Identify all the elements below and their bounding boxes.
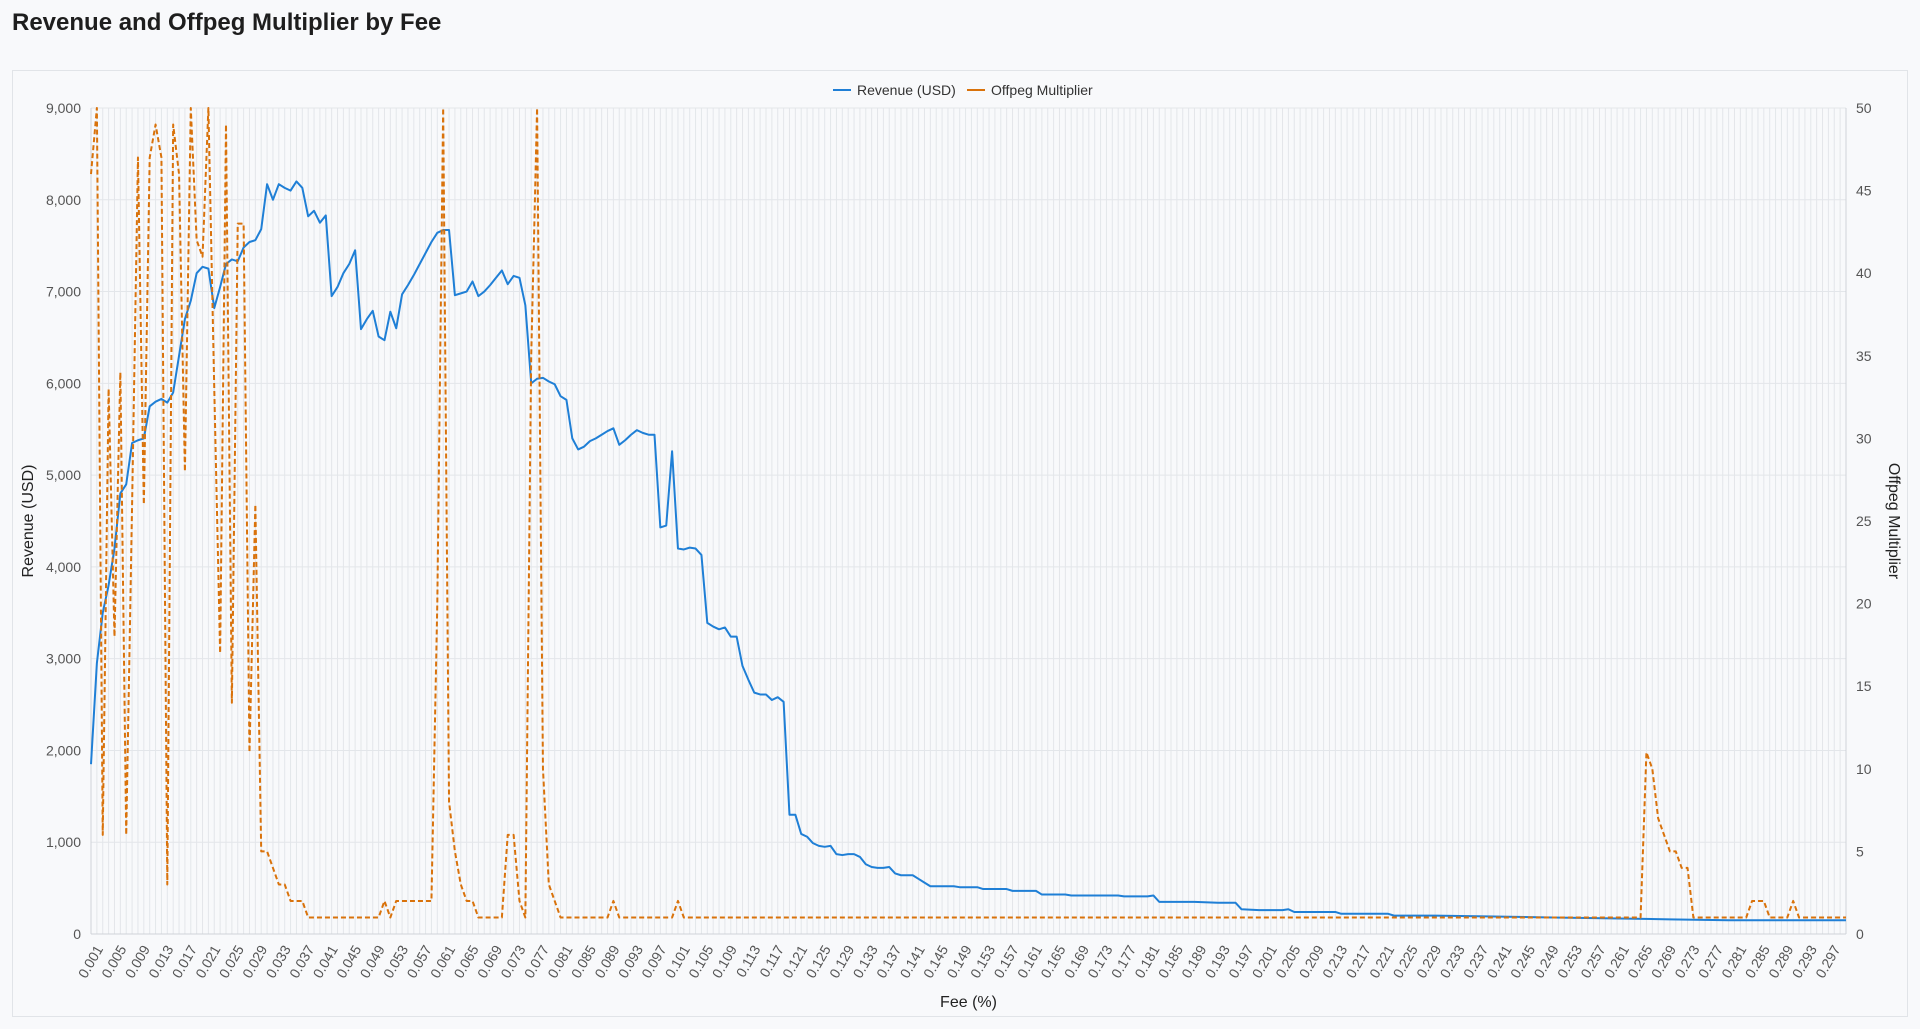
y-right-tick-label: 35: [1856, 348, 1872, 364]
chart-container: 0 1,000 2,000 3,000 4,000 5,000 6,000 7,000 8,00…: [12, 70, 1908, 1017]
revenue-offpeg-line-chart: 0 1,000 2,000 3,000 4,000 5,000 6,000 7,000 8,00…: [20, 82, 1902, 1011]
x-tick-label: 0.297: [1812, 942, 1843, 981]
y-left-tick-label: 0: [73, 926, 81, 942]
y-right-tick-label: 0: [1856, 926, 1864, 942]
grid-lines: [90, 107, 1847, 935]
y-left-tick-label: 8,000: [46, 192, 81, 208]
y-left-tick-label: 4,000: [46, 559, 81, 575]
y-axis-right-title: Offpeg Multiplier: [1885, 463, 1902, 580]
y-right-tick-label: 50: [1856, 100, 1872, 116]
y-right-tick-label: 25: [1856, 513, 1872, 529]
y-left-tick-label: 3,000: [46, 651, 81, 667]
series-layer: [90, 107, 1846, 922]
legend-offpeg-label: Offpeg Multiplier: [991, 82, 1093, 98]
y-right-tick-label: 10: [1856, 761, 1872, 777]
revenue-series-line: [90, 180, 1846, 922]
axes: [90, 108, 1847, 935]
page-title: Revenue and Offpeg Multiplier by Fee: [12, 9, 442, 36]
y-left-tick-label: 5,000: [46, 467, 81, 483]
y-right-tick-label: 30: [1856, 430, 1872, 446]
y-left-tick-label: 2,000: [46, 742, 81, 758]
y-left-tick-label: 1,000: [46, 834, 81, 850]
y-axis-left-title: Revenue (USD): [20, 465, 37, 578]
x-tick-label: 0.109: [709, 942, 740, 981]
legend-revenue-label: Revenue (USD): [857, 82, 956, 98]
x-axis-title: Fee (%): [940, 994, 997, 1011]
y-right-tick-label: 45: [1856, 183, 1872, 199]
legend: Revenue (USD) Offpeg Multiplier: [833, 82, 1093, 98]
y-right-tick-label: 40: [1856, 265, 1872, 281]
y-left-tick-label: 7,000: [46, 284, 81, 300]
y-left-tick-label: 9,000: [46, 100, 81, 116]
y-right-tick-label: 15: [1856, 678, 1872, 694]
y-right-tick-label: 5: [1856, 843, 1864, 859]
y-right-tick-label: 20: [1856, 596, 1872, 612]
offpeg-series-line: [90, 107, 1846, 919]
y-left-tick-label: 6,000: [46, 375, 81, 391]
